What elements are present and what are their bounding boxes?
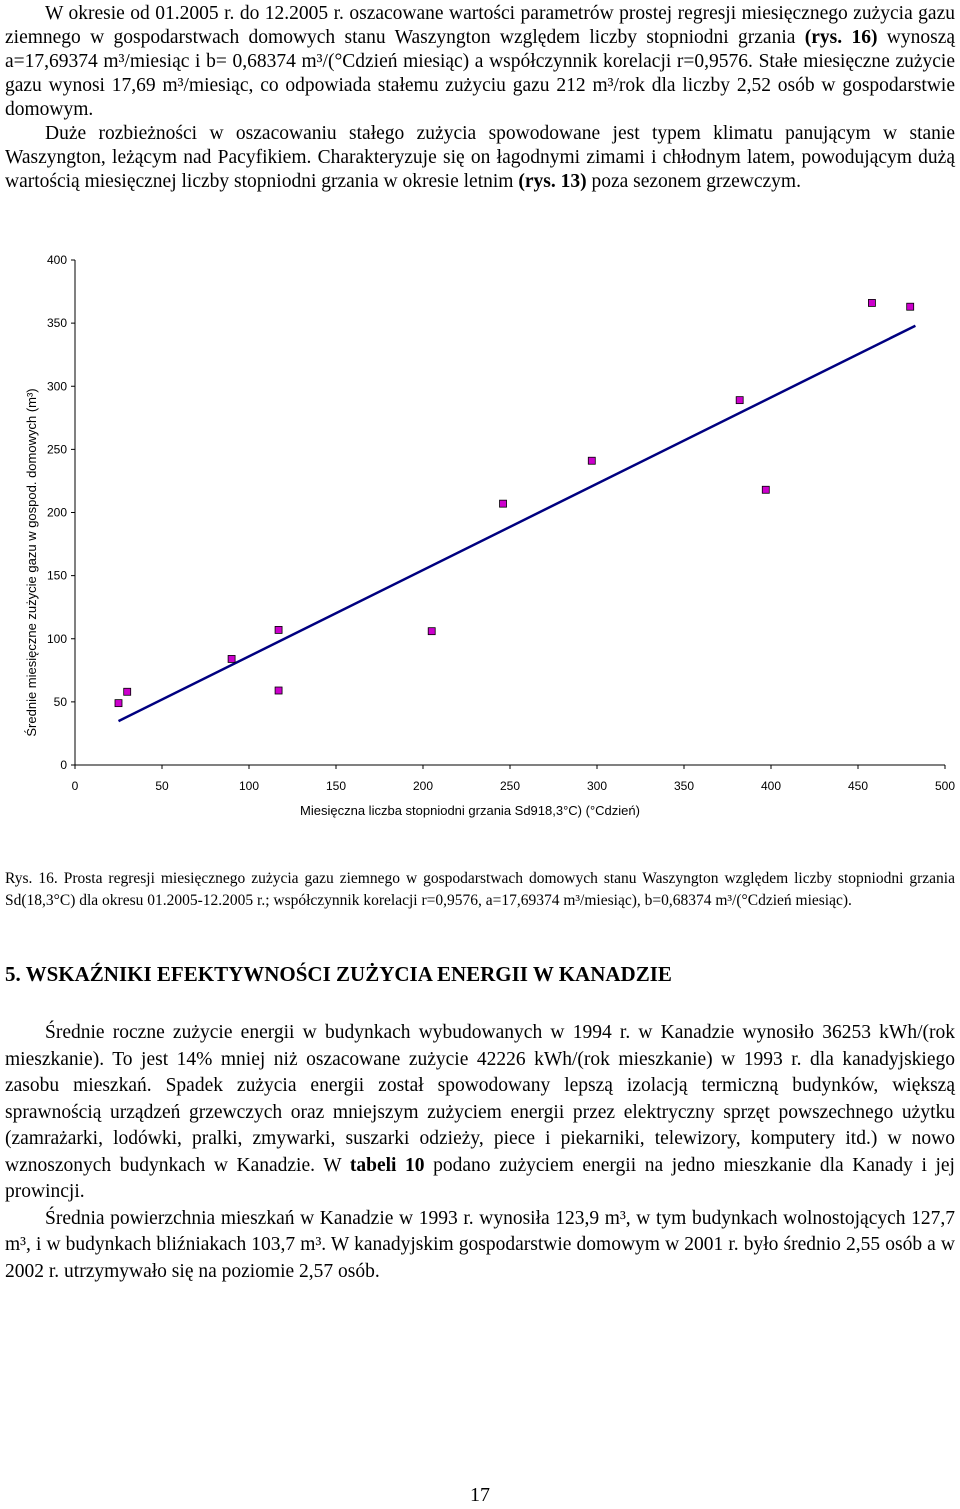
data-point bbox=[499, 499, 507, 508]
x-tick-label: 0 bbox=[72, 779, 79, 793]
body-p1-text: Średnie roczne zużycie energii w budynka… bbox=[5, 1022, 955, 1176]
x-tick-label: 250 bbox=[500, 779, 520, 793]
y-tick-label: 100 bbox=[47, 632, 67, 646]
y-tick-label: 200 bbox=[47, 506, 67, 520]
data-point bbox=[868, 299, 876, 307]
intro-p1-text-a: W okresie od 01.2005 r. do 12.2005 r. os… bbox=[5, 3, 955, 48]
figure-reference-13: (rys. 13) bbox=[518, 171, 587, 192]
x-tick-label: 150 bbox=[326, 779, 346, 793]
x-tick-label: 450 bbox=[848, 779, 868, 793]
x-tick-label: 500 bbox=[935, 779, 955, 793]
body-p1-end: podano zużyciem energii na jedno mieszka… bbox=[5, 1154, 955, 1203]
y-axis-label: Średnie miesięczne zużycie gazu w gospod… bbox=[24, 388, 39, 736]
y-tick-label: 250 bbox=[47, 442, 67, 456]
figure-reference-16: (rys. 16) bbox=[804, 27, 878, 48]
intro-paragraph-1: W okresie od 01.2005 r. do 12.2005 r. os… bbox=[5, 2, 955, 122]
chart-axes bbox=[71, 259, 946, 769]
data-point bbox=[735, 396, 744, 405]
x-tick-label: 350 bbox=[674, 779, 694, 793]
table-reference-10: tabeli 10 bbox=[349, 1154, 425, 1176]
data-point bbox=[587, 456, 596, 465]
x-axis-label: Miesięczna liczba stopniodni grzania Sd9… bbox=[300, 803, 640, 818]
data-point bbox=[114, 699, 123, 708]
data-point bbox=[906, 302, 915, 311]
x-tick-label: 300 bbox=[587, 779, 607, 793]
y-tick-label: 150 bbox=[47, 569, 67, 583]
data-point bbox=[123, 687, 132, 696]
x-tick-label: 100 bbox=[239, 779, 259, 793]
x-tick-label: 50 bbox=[155, 779, 169, 793]
page-number: 17 bbox=[470, 1484, 490, 1506]
y-tick-label: 350 bbox=[47, 316, 67, 330]
regression-line bbox=[117, 324, 916, 723]
intro-text: W okresie od 01.2005 r. do 12.2005 r. os… bbox=[5, 2, 955, 194]
body-paragraph-2: Średnia powierzchnia mieszkań w Kanadzie… bbox=[5, 1207, 955, 1282]
intro-p2-text-b: poza sezonem grzewczym. bbox=[586, 171, 801, 192]
data-point bbox=[227, 655, 236, 663]
y-tick-label: 0 bbox=[60, 758, 67, 772]
y-tick-label: 300 bbox=[47, 379, 67, 393]
intro-p1-text-b: wynoszą a=17,69374 m³/miesiąc i b= 0,683… bbox=[5, 27, 956, 72]
data-point bbox=[761, 485, 770, 494]
y-tick-labels: 0 50 100 150 200 250 300 350 400 bbox=[47, 253, 67, 772]
section-body: Średnie roczne zużycie energii w budynka… bbox=[5, 1020, 955, 1285]
regression-chart: 0 50 100 150 200 250 300 350 400 0 50 100 150 200 250… bbox=[24, 253, 956, 818]
section-heading: 5. WSKAŹNIKI EFEKTYWNOŚCI ZUŻYCIA ENERGI… bbox=[5, 962, 672, 986]
x-tick-labels: 0 50 100 150 200 250 300 350 400 450 500 bbox=[72, 779, 956, 793]
intro-paragraph-2: Duże rozbieżności w oszacowaniu stałego … bbox=[5, 122, 955, 194]
intro-p1-text-c: Stałe miesięczne zużycie gazu wynosi 17,… bbox=[5, 51, 955, 120]
y-tick-label: 50 bbox=[54, 695, 68, 709]
data-point bbox=[274, 626, 283, 634]
y-tick-label: 400 bbox=[47, 253, 67, 267]
intro-p2-text-a: Duże rozbieżności w oszacowaniu stałego … bbox=[5, 123, 955, 192]
x-tick-label: 400 bbox=[761, 779, 781, 793]
figure-caption: Rys. 16. Prosta regresji miesięcznego zu… bbox=[5, 870, 955, 909]
data-point bbox=[427, 627, 436, 636]
x-tick-label: 200 bbox=[413, 779, 433, 793]
data-points bbox=[114, 299, 915, 708]
data-point bbox=[274, 686, 283, 695]
body-paragraph-1: Średnie roczne zużycie energii w budynka… bbox=[5, 1020, 955, 1206]
